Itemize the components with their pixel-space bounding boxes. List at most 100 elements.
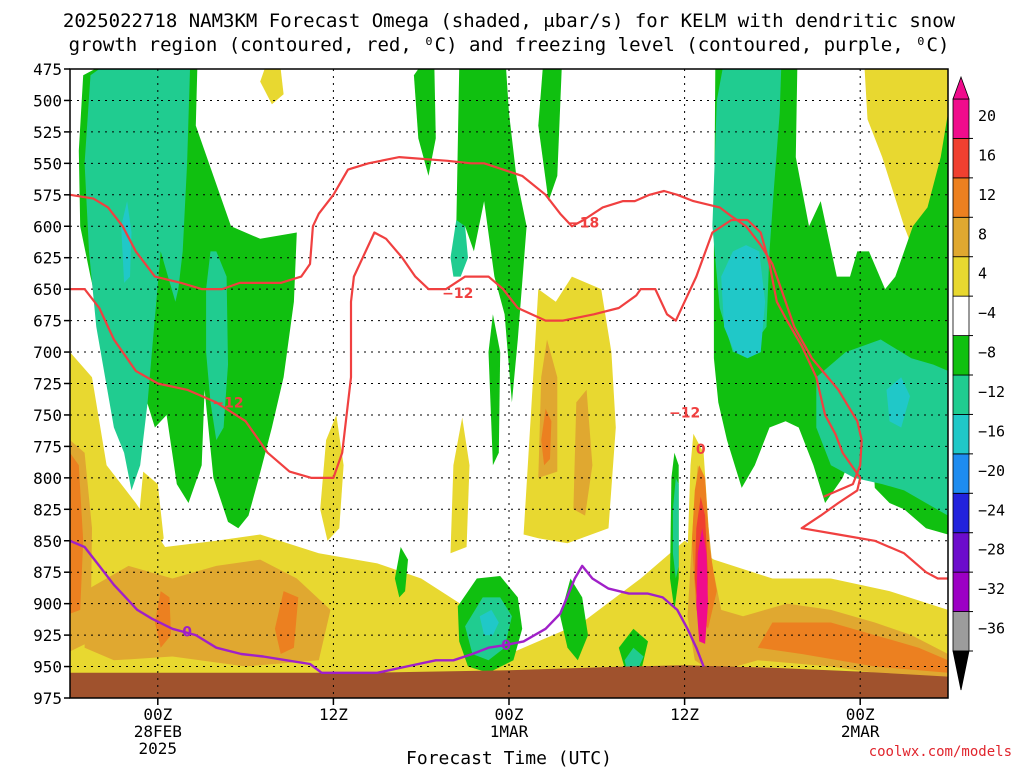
colorbar-segment-10: [952, 216, 970, 258]
omega-region-13: [70, 452, 84, 614]
contour-label-3: 0: [182, 624, 192, 640]
ground-surface: [70, 665, 948, 698]
omega-region-23: [456, 69, 527, 403]
colorbar-label-12: −32: [978, 580, 1005, 598]
omega-region-24: [538, 69, 562, 202]
y-axis-pressure: 475 500 525 550 575 600 625 650 675 700 725 750 775 8…: [33, 60, 70, 708]
x-tick-label-4-0: 00Z: [846, 705, 875, 724]
x-tick-label-2-1: 1MAR: [490, 722, 529, 741]
y-tick-label-9: 700: [33, 343, 62, 362]
y-tick-label-6: 625: [33, 249, 62, 268]
x-tick-label-0-2: 2025: [139, 739, 178, 758]
y-tick-label-10: 725: [33, 375, 62, 394]
colorbar-label-8: −16: [978, 422, 1005, 440]
y-tick-label-7: 650: [33, 280, 62, 299]
x-tick-label-0-1: 28FEB: [134, 722, 182, 741]
omega-region-22: [413, 69, 436, 176]
contour-label-0: −12: [212, 395, 243, 411]
contour-label-1: −12: [442, 286, 473, 302]
colorbar-label-9: −20: [978, 462, 1005, 480]
dendritic-contour-1: [70, 156, 863, 498]
colorbar-segment-9: [952, 256, 970, 297]
omega-region-43: [479, 609, 499, 636]
y-tick-label-0: 475: [33, 60, 62, 79]
x-tick-label-1-0: 12Z: [319, 705, 348, 724]
omega-region-3: [450, 417, 470, 554]
omega-region-15: [274, 591, 299, 654]
x-axis-label: Forecast Time (UTC): [406, 748, 612, 768]
colorbar-segment-4: [952, 453, 970, 494]
y-tick-label-3: 550: [33, 154, 62, 173]
colorbar-label-4: 4: [978, 265, 987, 283]
contour-label-6: −12: [669, 405, 700, 421]
omega-region-16: [541, 408, 552, 466]
omega-region-11: [573, 389, 593, 516]
contour-labels: −12 −12 −18 0 0 0 −12: [182, 215, 706, 654]
x-tick-label-0-0: 00Z: [143, 705, 172, 724]
colorbar-segment-2: [952, 532, 970, 573]
colorbar-segment-8: [952, 295, 970, 336]
colorbar-label-5: −4: [978, 304, 996, 322]
colorbar: 20 16 12 8 4 −4 −8 −12 −16 −20 −24 −28 −32 −36: [952, 75, 1005, 691]
y-tick-label-14: 825: [33, 500, 62, 519]
y-tick-label-5: 600: [33, 217, 62, 236]
omega-region-35: [450, 220, 468, 277]
omega-region-1: [137, 471, 164, 556]
colorbar-segment-7: [952, 335, 970, 376]
y-tick-label-13: 800: [33, 469, 62, 488]
freezing-level-contour: [70, 539, 705, 674]
colorbar-label-6: −8: [978, 344, 996, 362]
colorbar-label-0: 20: [978, 107, 996, 125]
omega-shading: [70, 69, 948, 698]
x-tick-label-2-0: 00Z: [495, 705, 524, 724]
y-tick-label-17: 900: [33, 595, 62, 614]
omega-region-14: [154, 591, 171, 648]
y-tick-label-12: 775: [33, 437, 62, 456]
omega-region-34: [206, 251, 228, 441]
y-tick-label-1: 500: [33, 91, 62, 110]
colorbar-low-cap: [952, 650, 970, 691]
contour-label-2: −18: [568, 215, 599, 231]
omega-region-30: [394, 547, 408, 598]
colorbar-segment-3: [952, 492, 970, 534]
omega-region-41: [121, 201, 132, 283]
colorbar-label-2: 12: [978, 186, 996, 204]
colorbar-label-11: −28: [978, 541, 1005, 559]
colorbar-segment-13: [952, 98, 970, 139]
omega-region-12: [687, 465, 948, 680]
colorbar-label-10: −24: [978, 501, 1005, 519]
colorbar-label-3: 8: [978, 225, 987, 243]
y-tick-label-15: 850: [33, 532, 62, 551]
colorbar-label-7: −12: [978, 383, 1005, 401]
y-tick-label-20: 975: [33, 689, 62, 708]
omega-region-42: [721, 245, 766, 359]
colorbar-segment-1: [952, 571, 970, 612]
y-tick-label-11: 750: [33, 406, 62, 425]
y-tick-label-16: 875: [33, 563, 62, 582]
x-tick-label-4-1: 2MAR: [841, 722, 880, 741]
contour-label-4: 0: [501, 638, 511, 654]
contour-label-5: 0: [696, 442, 706, 458]
contour-lines: [70, 156, 948, 674]
colorbar-label-1: 16: [978, 146, 996, 164]
colorbar-label-13: −36: [978, 620, 1005, 638]
colorbar-segment-11: [952, 177, 970, 218]
omega-region-40: [672, 477, 679, 579]
omega-region-33: [84, 69, 190, 491]
y-tick-label-2: 525: [33, 123, 62, 142]
credit-text: coolwx.com/models: [869, 744, 1012, 760]
colorbar-segment-12: [952, 138, 970, 179]
omega-region-6: [260, 69, 284, 105]
chart-title-line-1: 2025022718 NAM3KM Forecast Omega (shaded…: [63, 10, 956, 32]
colorbar-segment-0: [952, 611, 970, 652]
x-tick-label-3-0: 12Z: [670, 705, 699, 724]
chart-title-line-2: growth region (contoured, red, ⁰C) and f…: [69, 34, 950, 56]
omega-region-9: [84, 559, 331, 667]
y-tick-label-18: 925: [33, 626, 62, 645]
y-tick-label-19: 950: [33, 658, 62, 677]
y-tick-label-8: 675: [33, 312, 62, 331]
omega-region-20: [696, 528, 708, 644]
colorbar-segment-5: [952, 414, 970, 455]
